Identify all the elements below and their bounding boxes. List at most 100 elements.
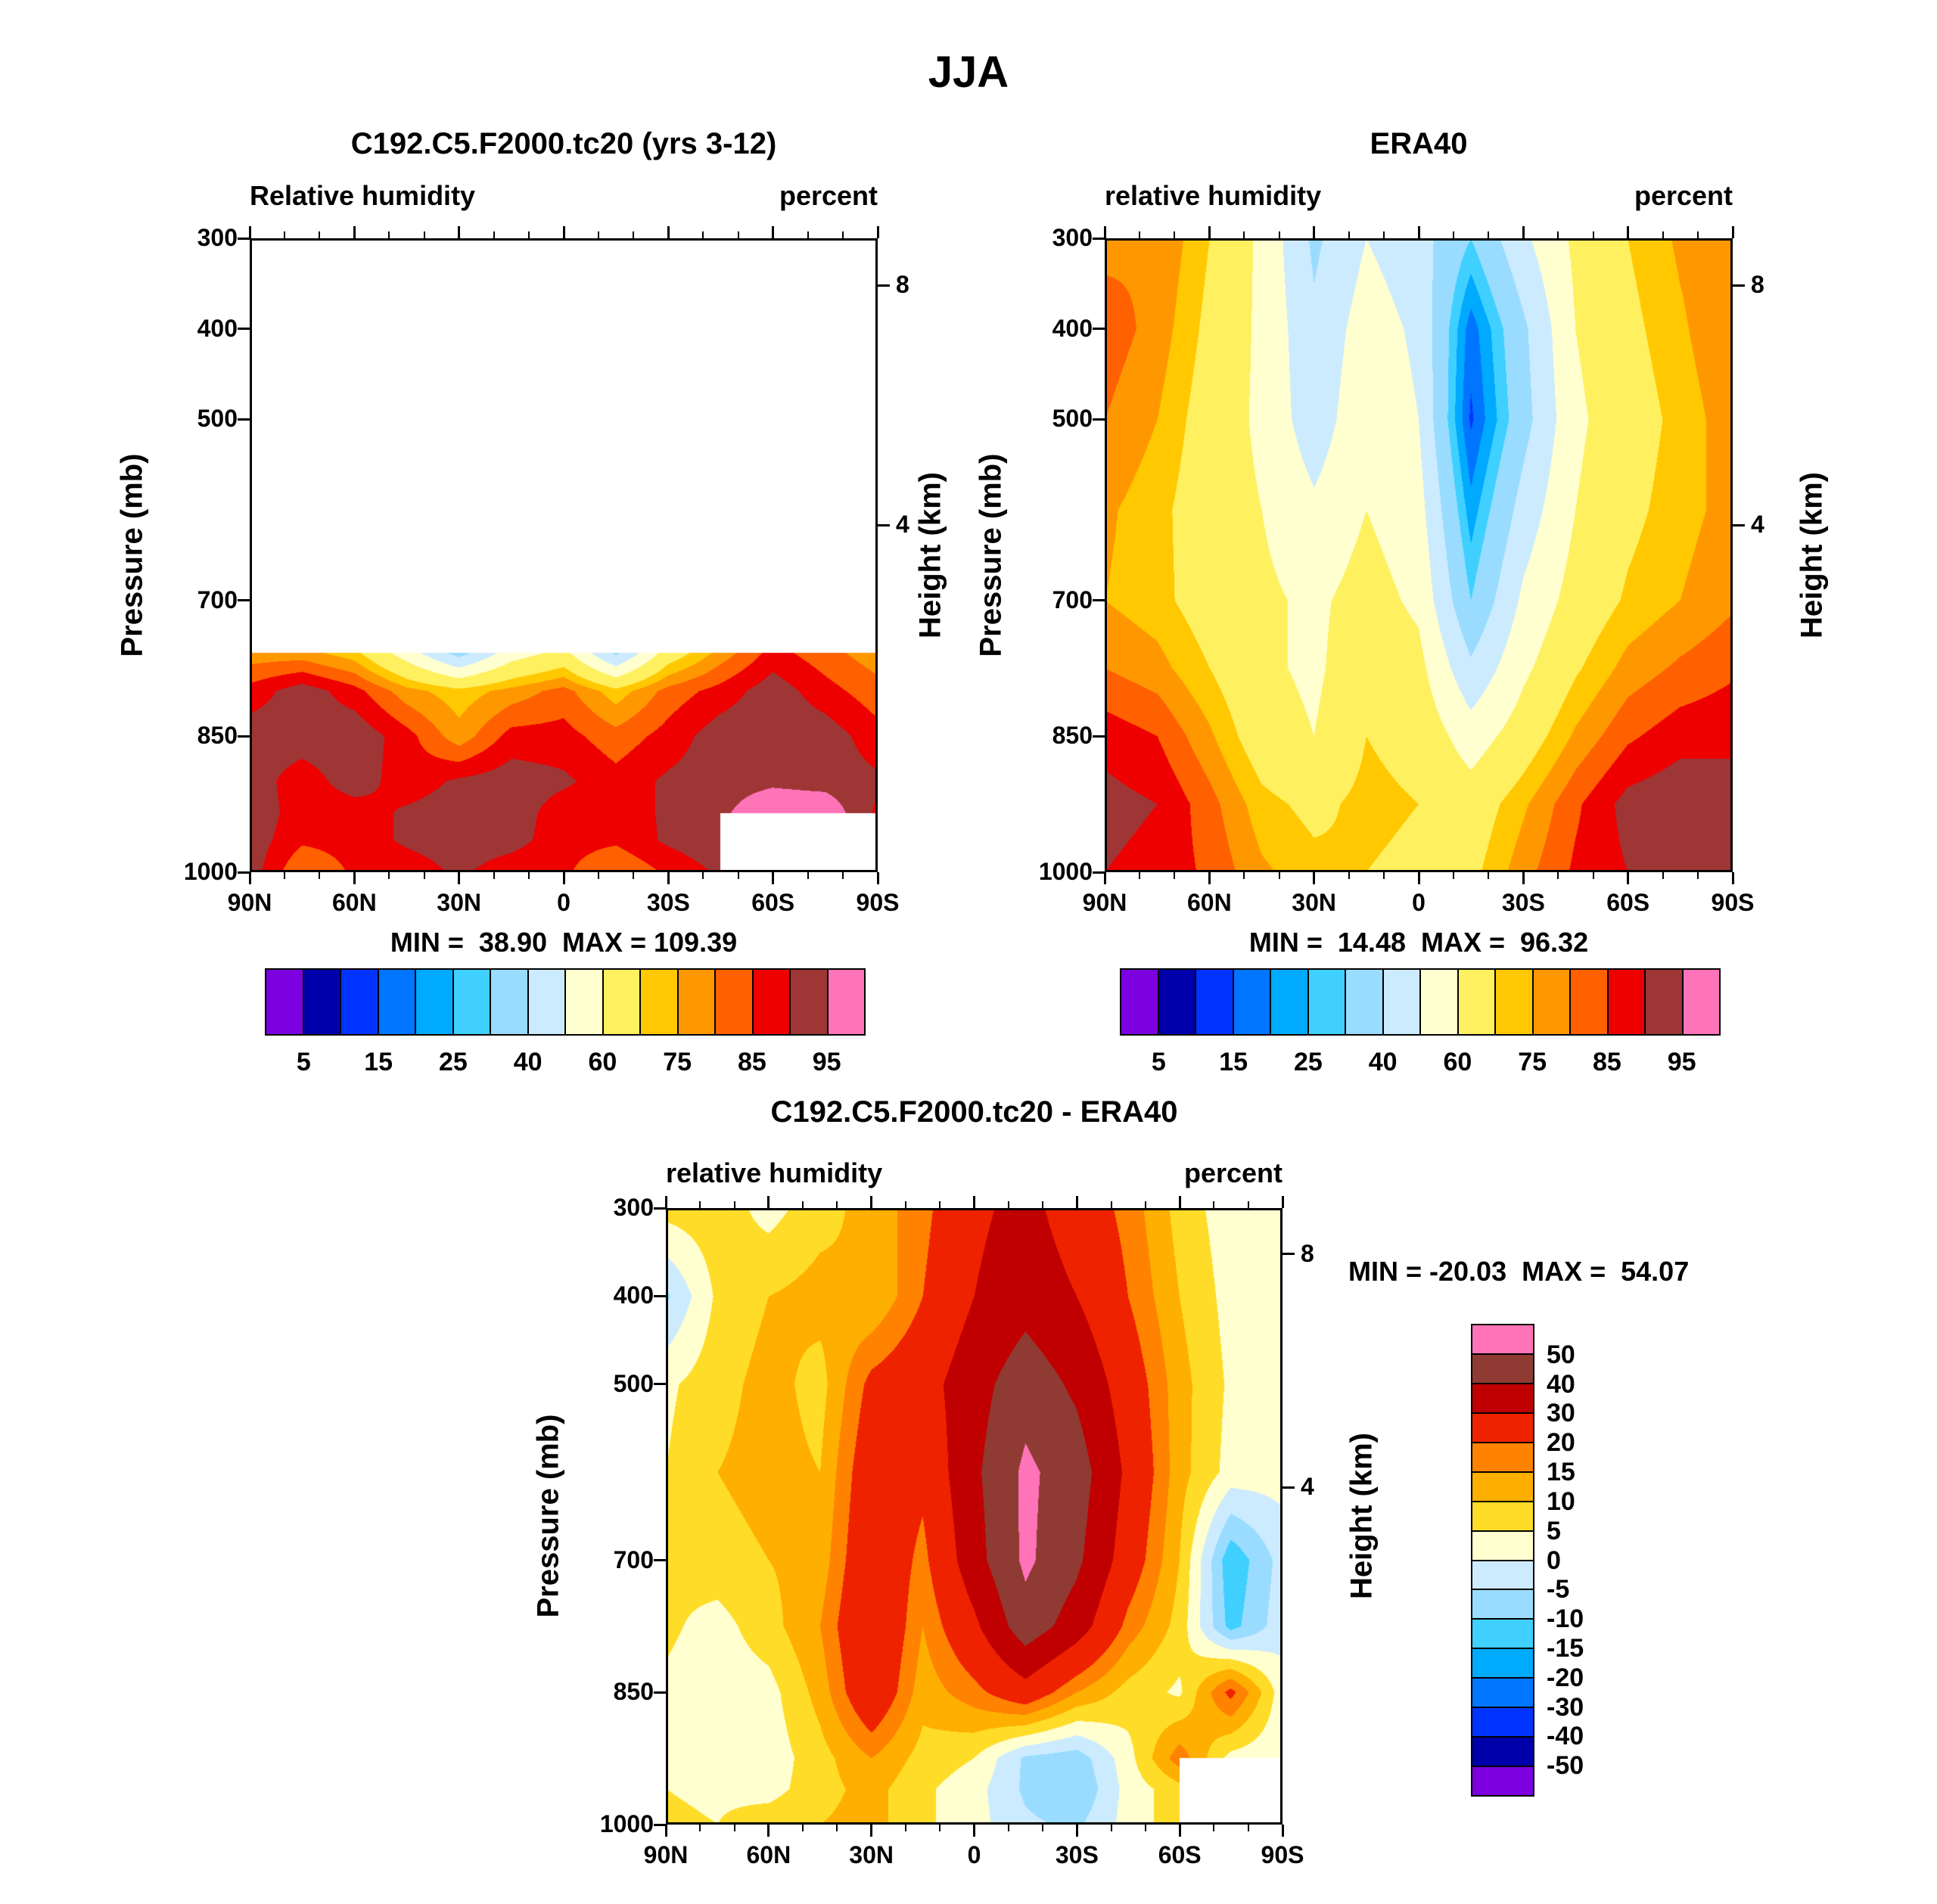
x-axis-tick [1557, 872, 1559, 879]
colorbar-cell [1472, 1353, 1533, 1383]
colorbar-cell [1472, 1530, 1533, 1560]
contour-field-model [250, 238, 878, 872]
y-axis-tick [238, 599, 250, 602]
panel-title-model: C192.C5.F2000.tc20 (yrs 3-12) [350, 127, 777, 160]
y-axis-title-pressure-diff: Pressure (mb) [531, 1414, 565, 1618]
colorbar-tick-label: 95 [812, 1048, 841, 1076]
height-axis-tick [878, 523, 890, 526]
x-axis-tick [876, 226, 879, 238]
x-axis-tick [1103, 872, 1106, 884]
x-axis-tick [737, 872, 739, 879]
x-axis-tick [807, 231, 809, 238]
x-axis-tick [248, 872, 251, 884]
x-axis-tick [1281, 1196, 1284, 1208]
panel-units-label-model: percent [779, 180, 878, 211]
x-axis-tick [319, 231, 321, 238]
x-axis-tick [802, 1201, 804, 1208]
y-axis-title-height-diff: Height (km) [1345, 1433, 1379, 1599]
contour-plot-model: 90N 60N 30N 0 30S 60S 90S 300 400 500 700 850 1000 8 4 [184, 224, 909, 916]
colorbar-tick-label: 75 [663, 1048, 692, 1076]
x-tick-label: 60N [746, 1841, 791, 1868]
y-axis-tick [654, 1207, 666, 1210]
x-tick-label: 90S [1261, 1841, 1304, 1868]
colorbar-tick-label: 60 [1443, 1048, 1472, 1076]
panel-var-label-diff: relative humidity [666, 1157, 883, 1188]
colorbar-cell [1606, 970, 1644, 1034]
x-axis-tick [699, 1825, 701, 1831]
x-axis-tick [1243, 872, 1245, 879]
x-tick-label: 90N [1082, 889, 1127, 916]
colorbar-cell [1472, 1648, 1533, 1678]
y-axis-tick [1093, 599, 1105, 602]
x-axis-tick [1522, 872, 1525, 884]
y-tick-label: 300 [197, 224, 238, 251]
minmax-diff: MIN = -20.03 MAX = 54.07 [1348, 1256, 1690, 1287]
colorbar-tick-label: 40 [1547, 1369, 1575, 1399]
minmax-model: MIN = 38.90 MAX = 109.39 [390, 927, 738, 958]
x-axis-tick [1278, 231, 1280, 238]
x-axis-tick [802, 1825, 804, 1831]
minmax-era40: MIN = 14.48 MAX = 96.32 [1248, 927, 1589, 958]
x-axis-tick [633, 872, 635, 879]
colorbar-tick-label: -15 [1547, 1633, 1584, 1663]
height-axis-tick [1283, 1253, 1295, 1256]
y-tick-label: 300 [613, 1194, 654, 1221]
colorbar-cell [340, 970, 378, 1034]
height-axis-tick [1733, 523, 1745, 526]
panel-title-era40: ERA40 [1370, 127, 1468, 160]
x-axis-tick [248, 226, 251, 238]
x-axis-tick [1178, 1196, 1181, 1208]
x-axis-tick [939, 1201, 941, 1208]
x-axis-tick [458, 226, 461, 238]
colorbar-tick-label: 10 [1547, 1486, 1575, 1516]
x-axis-tick [664, 1825, 667, 1837]
y-tick-label: 400 [613, 1281, 654, 1309]
y-tick-label: 500 [197, 405, 238, 433]
panel-units-label-era40: percent [1634, 180, 1733, 211]
x-tick-label: 90N [643, 1841, 689, 1868]
x-axis-tick [493, 231, 495, 238]
x-axis-tick [1348, 872, 1350, 879]
x-axis-tick [1139, 231, 1141, 238]
x-axis-tick [1348, 231, 1350, 238]
x-axis-tick [939, 1825, 941, 1831]
y-tick-label: 400 [1052, 314, 1093, 342]
x-axis-tick [1174, 231, 1176, 238]
colorbar-cell [1270, 970, 1307, 1034]
x-tick-label: 30S [1055, 1841, 1099, 1868]
x-axis-tick [633, 231, 635, 238]
colorbar-cell [1472, 1471, 1533, 1501]
x-axis-tick [1382, 231, 1385, 238]
colorbar-tick-label: 50 [1547, 1340, 1575, 1369]
x-axis-tick [1007, 1201, 1009, 1208]
x-axis-tick [664, 1196, 667, 1208]
y-tick-label: 850 [1052, 722, 1093, 750]
x-axis-tick [1007, 1825, 1009, 1831]
y-axis-tick [1093, 735, 1105, 738]
colorbar-cell [1195, 970, 1233, 1034]
colorbar-cell [1644, 970, 1682, 1034]
x-axis-tick [1213, 1201, 1215, 1208]
colorbar-cell [490, 970, 527, 1034]
panel-var-label-model: Relative humidity [250, 180, 476, 211]
y-tick-label: 1000 [599, 1810, 654, 1837]
colorbar-cell [1472, 1589, 1533, 1619]
y-axis-tick [1093, 418, 1105, 421]
height-tick-label: 8 [1301, 1239, 1314, 1267]
x-axis-tick [1103, 226, 1106, 238]
colorbar-cell [639, 970, 677, 1034]
x-axis-tick [1178, 1825, 1181, 1837]
x-axis-tick [493, 872, 495, 879]
x-axis-tick [807, 872, 809, 879]
panel-units-label-diff: percent [1183, 1157, 1283, 1188]
colorbar-cell [751, 970, 789, 1034]
colorbar-tick-label: 25 [438, 1048, 468, 1076]
y-tick-label: 500 [613, 1369, 654, 1397]
x-axis-tick [1213, 1825, 1215, 1831]
x-tick-label: 90S [856, 889, 900, 916]
x-axis-tick [1662, 231, 1664, 238]
x-tick-label: 0 [967, 1841, 981, 1868]
x-axis-tick [458, 872, 461, 884]
colorbar-cell [1419, 970, 1457, 1034]
